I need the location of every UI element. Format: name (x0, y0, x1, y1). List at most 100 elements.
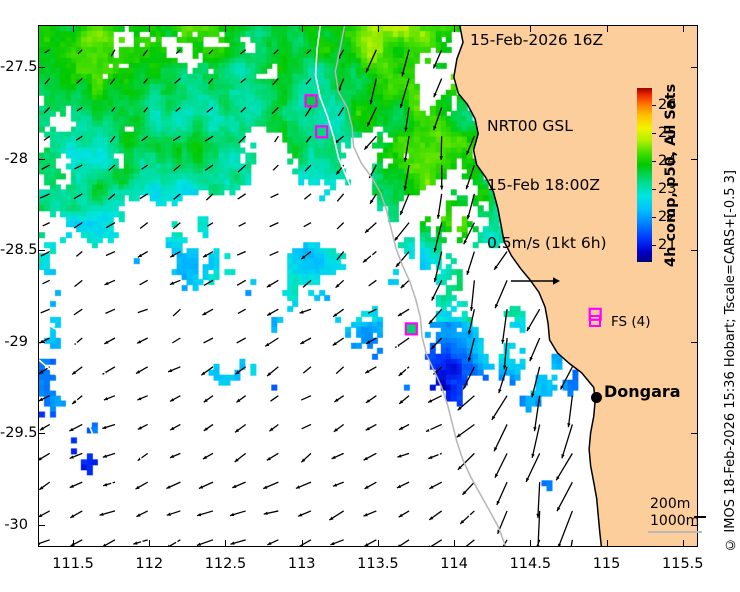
colorbar-tick (652, 132, 656, 135)
current-vector-head (39, 542, 41, 546)
current-vector-arrow (141, 164, 149, 170)
current-vector-head (400, 210, 404, 215)
current-vector-head (462, 490, 467, 495)
current-vector-head (365, 426, 370, 431)
current-vector-arrow (271, 106, 279, 115)
current-vector-arrow (172, 222, 181, 230)
colorbar-tick-label: 25 (658, 124, 677, 141)
current-vector-head (456, 433, 461, 438)
x-tick (606, 25, 608, 32)
current-vector-arrow (462, 366, 475, 390)
map-contour-line (39, 359, 145, 546)
current-vector-head (300, 340, 305, 344)
forecast-line-model: NRT00 GSL (487, 117, 573, 135)
current-vector-arrow (501, 309, 508, 344)
current-vector-head (428, 455, 433, 459)
colorbar[interactable] (637, 88, 652, 262)
current-vector-arrow (404, 107, 410, 132)
town-marker-dongara[interactable] (591, 392, 602, 403)
float-station-marker[interactable] (304, 94, 318, 108)
current-vector-arrow (139, 222, 149, 230)
current-vector-head (169, 281, 175, 285)
current-vector-head (466, 150, 470, 155)
current-vector-head (369, 199, 374, 204)
current-vector-head (266, 283, 271, 288)
current-vector-head (399, 426, 404, 430)
current-vector-head (329, 516, 334, 521)
current-vector-head (526, 326, 531, 332)
current-vector-head (235, 370, 240, 375)
current-vector-arrow (274, 135, 279, 143)
current-vector-head (398, 372, 403, 376)
current-vector-head (263, 511, 268, 515)
current-vector-head (400, 284, 405, 289)
current-vector-arrow (105, 222, 116, 229)
current-vector-head (133, 541, 138, 545)
current-vector-head (263, 485, 268, 489)
float-station-outline (588, 307, 602, 321)
x-tick (225, 25, 227, 32)
current-vector-head (136, 513, 141, 517)
current-vector-head (170, 398, 175, 402)
current-vector-head (363, 258, 368, 263)
current-vector-head (465, 185, 469, 190)
current-vector-arrow (75, 135, 83, 141)
float-station-marker-layer[interactable] (39, 26, 697, 546)
current-vector-arrow (567, 395, 574, 428)
current-vector-head (398, 544, 401, 546)
coastline-and-isobath-layer (39, 26, 603, 546)
current-vector-arrow (111, 106, 116, 112)
x-tick-label: 112.5 (204, 556, 247, 572)
current-vector-arrow (537, 482, 541, 518)
float-station-marker[interactable] (404, 322, 418, 336)
map-contour-line (314, 26, 485, 546)
float-station-fill (406, 323, 417, 334)
current-vector-arrow (336, 222, 345, 230)
current-vector-head (433, 278, 438, 283)
current-vector-arrow (168, 539, 181, 546)
x-tick (454, 540, 456, 547)
current-vector-arrow (203, 337, 214, 344)
current-vector-arrow (498, 366, 508, 394)
current-vector-head (526, 477, 530, 482)
current-vector-arrow (270, 395, 279, 402)
current-vector-head (467, 330, 472, 335)
current-vector-head (202, 311, 207, 316)
current-vector-head (431, 345, 435, 350)
map-plot-area[interactable] (38, 25, 698, 547)
current-vector-head (466, 214, 471, 220)
current-vector-arrow (303, 193, 312, 200)
current-vector-arrow (529, 337, 541, 362)
current-vector-head (201, 371, 206, 376)
float-station-marker[interactable] (588, 307, 602, 321)
x-tick (377, 25, 379, 32)
current-vector-arrow (203, 279, 214, 286)
current-vector-head (72, 370, 77, 375)
current-vector-arrow (237, 308, 246, 315)
float-station-marker[interactable] (315, 125, 329, 139)
current-vector-arrow (365, 49, 377, 73)
x-tick (377, 540, 379, 547)
forecast-line-scale: 0.5m/s (1kt 6h) (487, 234, 607, 252)
current-vector-head (269, 427, 274, 432)
current-vector-arrow (44, 78, 51, 85)
current-vector-arrow (107, 193, 116, 201)
current-vector-head (433, 248, 437, 253)
current-vector-arrow (139, 279, 148, 286)
float-station-fill (316, 126, 327, 137)
current-vector-head (369, 100, 373, 105)
float-station-outline (315, 125, 329, 139)
current-vector-arrow (43, 135, 51, 141)
current-vector-head (428, 319, 433, 324)
current-vector-arrow (239, 49, 247, 55)
current-vector-arrow (466, 193, 476, 220)
current-vector-head (403, 186, 407, 191)
y-tick (691, 67, 698, 69)
current-vector-head (463, 240, 467, 245)
current-vector-arrow (467, 337, 476, 362)
current-vector-arrow (40, 308, 50, 314)
current-vector-arrow (39, 193, 50, 199)
colorbar-tick (652, 104, 656, 107)
y-tick-label: -29.5 (0, 425, 38, 442)
current-vector-head (428, 399, 433, 403)
